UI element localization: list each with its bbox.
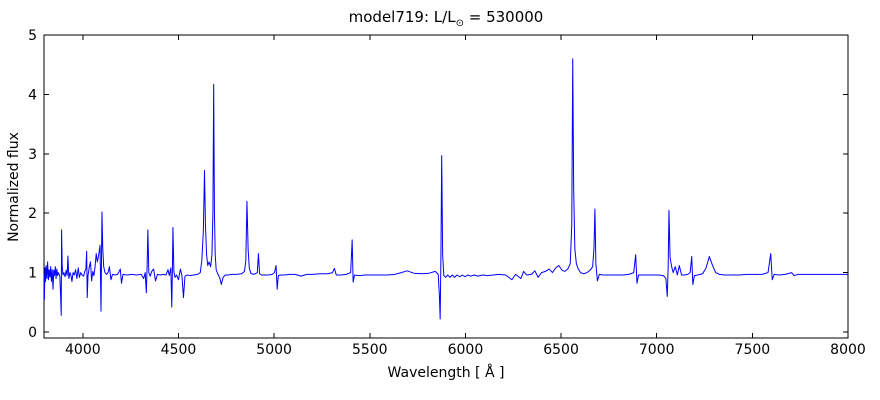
y-axis-label: Normalized flux <box>6 132 22 242</box>
title-prefix: model719: L/L <box>348 8 456 26</box>
y-tick-label: 1 <box>28 266 37 282</box>
sun-symbol: ⊙ <box>455 18 464 29</box>
y-tick-label: 4 <box>28 87 37 103</box>
x-tick-label: 8000 <box>830 342 866 358</box>
y-tick-label: 3 <box>28 147 37 163</box>
plot-frame <box>43 34 849 339</box>
title-suffix: = 530000 <box>463 8 544 26</box>
x-tick-label: 5000 <box>256 342 292 358</box>
y-tick-label: 2 <box>28 206 37 222</box>
x-tick-label: 4000 <box>65 342 101 358</box>
x-tick-label: 6500 <box>543 342 579 358</box>
x-tick-label: 6000 <box>448 342 484 358</box>
x-axis-label: Wavelength [ Å ] <box>387 365 505 381</box>
plot-title: model719: L/L⊙ = 530000 <box>44 8 848 29</box>
y-tick-label: 5 <box>28 28 37 44</box>
spectrum-line <box>43 58 849 320</box>
y-tick-label: 0 <box>28 325 37 341</box>
x-tick-label: 4500 <box>161 342 197 358</box>
x-tick-label: 7000 <box>639 342 675 358</box>
x-tick-label: 7500 <box>735 342 771 358</box>
x-tick-label: 5500 <box>352 342 388 358</box>
